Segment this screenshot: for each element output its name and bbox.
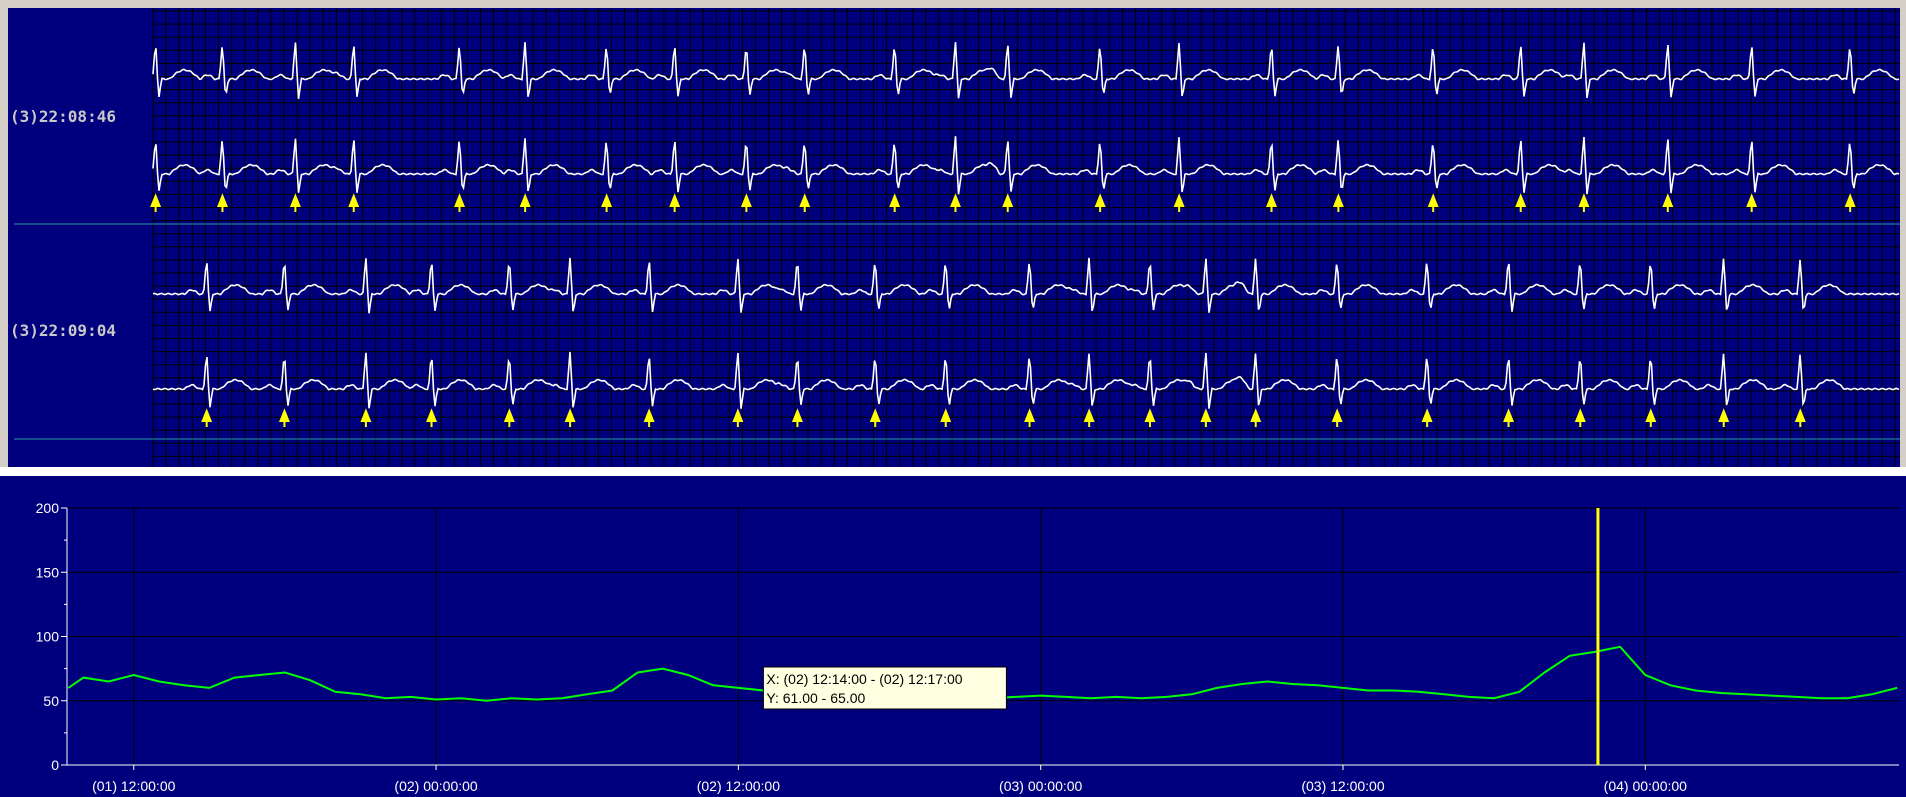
- beat-marker: [1173, 193, 1185, 212]
- beat-marker: [1503, 408, 1515, 427]
- beat-marker: [1250, 408, 1262, 427]
- tooltip-box: [762, 666, 1007, 710]
- x-tick-label: (04) 00:00:00: [1604, 778, 1687, 794]
- y-tick-label: 200: [36, 500, 60, 516]
- x-tick-label: (02) 00:00:00: [394, 778, 477, 794]
- beat-marker: [1718, 408, 1730, 427]
- beat-marker: [1844, 193, 1856, 212]
- ecg-trace: [152, 257, 1900, 314]
- beat-marker: [1421, 408, 1433, 427]
- y-tick-label: 0: [51, 757, 59, 773]
- beat-marker: [216, 193, 228, 212]
- beat-marker: [1331, 408, 1343, 427]
- ecg-grid: [152, 8, 1900, 467]
- beat-marker: [360, 408, 372, 427]
- beat-marker: [1662, 193, 1674, 212]
- beat-marker: [889, 193, 901, 212]
- ecg-trace: [152, 42, 1900, 100]
- beat-marker: [503, 408, 515, 427]
- beat-marker: [643, 408, 655, 427]
- beat-marker: [791, 408, 803, 427]
- beat-marker: [1144, 408, 1156, 427]
- x-tick-label: (03) 00:00:00: [999, 778, 1082, 794]
- beat-marker: [1578, 193, 1590, 212]
- strip-time: (3)22:09:04: [10, 321, 116, 340]
- x-tick-label: (03) 12:00:00: [1301, 778, 1384, 794]
- beat-marker: [348, 193, 360, 212]
- ecg-strips: [14, 8, 1900, 467]
- beat-marker: [150, 193, 162, 212]
- beat-marker: [732, 408, 744, 427]
- tooltip-y: Y: 61.00 - 65.00: [766, 690, 865, 706]
- beat-marker: [1574, 408, 1586, 427]
- beat-marker: [1645, 408, 1657, 427]
- beat-marker: [949, 193, 961, 212]
- beat-marker: [601, 193, 613, 212]
- beat-marker: [1200, 408, 1212, 427]
- splitter[interactable]: [0, 467, 1906, 476]
- beat-marker: [289, 193, 301, 212]
- beat-marker: [1094, 193, 1106, 212]
- beat-marker: [278, 408, 290, 427]
- y-tick-label: 150: [36, 564, 60, 580]
- beat-marker: [869, 408, 881, 427]
- beat-marker: [1024, 408, 1036, 427]
- beat-marker: [454, 193, 465, 212]
- beat-marker: [564, 408, 576, 427]
- y-tick-label: 100: [36, 629, 60, 645]
- beat-marker: [1332, 193, 1344, 212]
- x-tick-label: (02) 12:00:00: [697, 778, 780, 794]
- trend-chart: 0 50 100 150 200 (01) 12:00:00 (02) 00:00:00 (0…: [36, 500, 1899, 794]
- x-tick-label: (01) 12:00:00: [92, 778, 175, 794]
- beat-marker: [1427, 193, 1439, 212]
- ecg-trace: [152, 136, 1900, 195]
- beat-marker: [201, 408, 213, 427]
- beat-marker: [1746, 193, 1758, 212]
- beat-marker: [1266, 193, 1277, 212]
- beat-marker: [519, 193, 531, 212]
- beat-marker: [1083, 408, 1095, 427]
- beat-marker: [740, 193, 752, 212]
- tooltip-x: X: (02) 12:14:00 - (02) 12:17:00: [766, 671, 962, 687]
- beat-marker: [1515, 193, 1527, 212]
- strip-time: (3)22:08:46: [10, 107, 116, 126]
- beat-marker: [1794, 408, 1806, 427]
- beat-marker: [1002, 193, 1014, 212]
- y-tick-label: 50: [43, 693, 59, 709]
- beat-marker: [669, 193, 681, 212]
- beat-marker: [799, 193, 811, 212]
- ecg-trace: [152, 351, 1900, 409]
- beat-marker: [426, 408, 438, 427]
- beat-marker: [940, 408, 952, 427]
